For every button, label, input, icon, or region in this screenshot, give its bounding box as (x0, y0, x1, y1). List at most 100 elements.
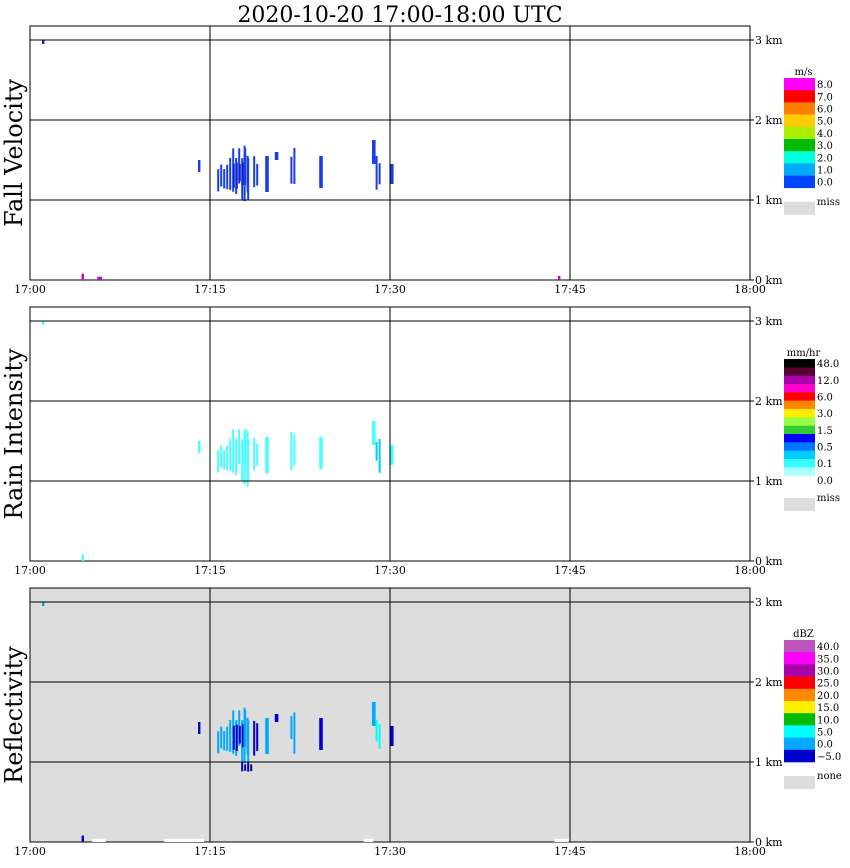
legend-label: 0.1 (817, 459, 833, 470)
legend-swatch (784, 737, 815, 751)
legend-miss-swatch (784, 498, 815, 511)
echo-cell (375, 156, 378, 190)
legend-swatch (784, 384, 815, 393)
echo-cell (246, 717, 249, 755)
y-tick-label: 2 km (755, 395, 783, 408)
echo-cell (238, 429, 241, 465)
echo-cell (226, 164, 229, 190)
legend-swatch (784, 676, 815, 690)
legend-swatch (784, 400, 815, 410)
legend-swatch (784, 151, 815, 164)
echo-cell (293, 712, 296, 754)
y-tick-label: 3 km (755, 315, 783, 328)
legend-swatch (784, 688, 815, 702)
legend-swatch (784, 442, 815, 451)
echo-cell (265, 718, 269, 754)
legend-label: 3.0 (817, 409, 833, 420)
legend-label: 30.0 (817, 667, 839, 678)
echo-cell (241, 439, 244, 481)
echo-cell (42, 602, 45, 606)
x-tick-label: 17:45 (554, 845, 586, 858)
legend-label: 15.0 (817, 703, 839, 714)
echo-cell (238, 163, 241, 182)
legend-swatch (784, 392, 815, 401)
echo-cell (319, 718, 323, 750)
x-tick-label: 17:15 (194, 564, 226, 577)
echo-cell (198, 441, 201, 453)
legend-unit: dBZ (793, 629, 814, 640)
echo-cell (235, 439, 238, 475)
y-tick-label: 1 km (755, 194, 783, 207)
echo-cell (246, 430, 249, 487)
echo-cell (375, 719, 378, 742)
y-tick-label: 3 km (755, 34, 783, 47)
legend-miss-swatch (784, 201, 815, 215)
legend-label: 2.0 (817, 153, 833, 164)
echo-cell (223, 450, 226, 470)
echo-cell (274, 152, 279, 160)
echo-cell (372, 140, 376, 164)
echo-cell (81, 273, 84, 280)
echo-cell (378, 163, 381, 185)
echo-cell (274, 714, 279, 722)
legend-label: 5.0 (817, 728, 833, 739)
echo-cell (243, 707, 246, 764)
legend-miss-label: miss (817, 197, 840, 208)
echo-cell (220, 445, 223, 468)
echo-cell (241, 162, 244, 186)
echo-cell (229, 157, 232, 190)
legend-miss-swatch (784, 776, 815, 789)
echo-cell (247, 762, 250, 772)
echo-cell (265, 156, 269, 192)
echo-cell (390, 445, 394, 465)
legend-swatch (784, 375, 815, 385)
echo-cell (241, 762, 244, 772)
panel-fall: 0 km 1 km 2 km 3 km 17:00 17:15 17:30 17:45 18:0… (0, 25, 840, 296)
echo-cell (232, 429, 235, 473)
echo-cell (246, 155, 249, 193)
legend-swatch (784, 114, 815, 128)
echo-cell (558, 276, 561, 280)
echo-cell (198, 722, 201, 734)
legend-fall: m/s 8.07.0 6.05.04.03.02.0 1.00.0 miss (784, 67, 840, 215)
legend-label: 0.0 (817, 476, 833, 487)
miss-region (554, 838, 569, 842)
echo-cell (293, 434, 296, 466)
legend-swatch (784, 102, 815, 115)
x-tick-label: 17:30 (374, 564, 406, 577)
echo-cell (217, 450, 220, 473)
echo-cell (241, 724, 244, 748)
x-tick-label: 17:00 (14, 283, 46, 296)
echo-cell (290, 432, 293, 471)
echo-cell (390, 164, 394, 184)
echo-cell (81, 835, 84, 842)
panel-refl: 0 km 1 km 2 km 3 km 17:00 17:15 17:30 17:45 18:0… (0, 587, 842, 858)
echo-cell (220, 726, 223, 749)
echo-cell (217, 169, 220, 192)
y-tick-label: 0 km (755, 836, 783, 849)
echo-cell (232, 725, 235, 750)
echo-cell (217, 731, 220, 754)
legend-swatch (784, 139, 815, 152)
x-tick-label: 17:00 (14, 845, 46, 858)
y-tick-label: 2 km (755, 676, 783, 689)
echo-cell (319, 156, 323, 188)
legend-label: 0.5 (817, 443, 833, 454)
legend-miss-label: none (817, 771, 842, 782)
echo-cell (265, 437, 269, 473)
echo-cell (253, 437, 256, 471)
x-tick-label: 17:30 (374, 845, 406, 858)
echo-cell (372, 421, 376, 445)
x-tick-label: 17:30 (374, 283, 406, 296)
x-tick-label: 17:15 (194, 283, 226, 296)
echo-cell (378, 723, 381, 749)
legend-swatch (784, 359, 815, 368)
y-tick-label: 0 km (755, 555, 783, 568)
echo-cell (229, 719, 232, 752)
legend-label: 48.0 (817, 359, 839, 370)
legend-swatch (784, 409, 815, 418)
echo-cell (375, 442, 378, 461)
legend-swatch (784, 367, 815, 376)
